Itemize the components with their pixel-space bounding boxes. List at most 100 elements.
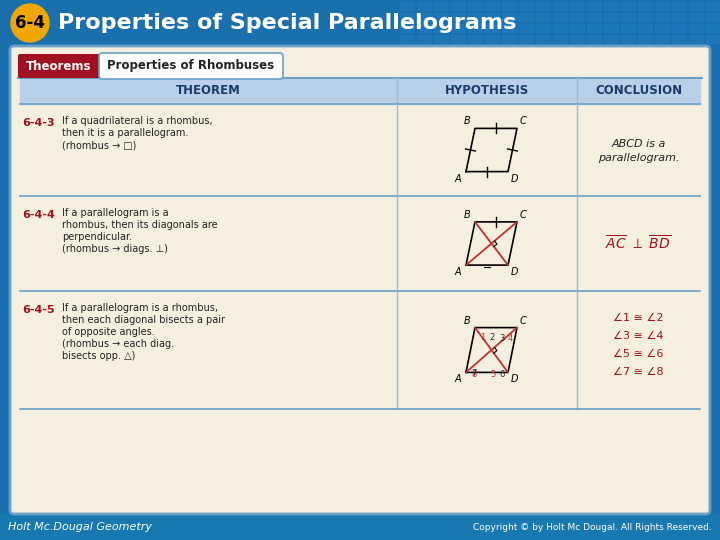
Bar [689, 35, 703, 43]
Bar [638, 2, 652, 10]
Text: C: C [520, 117, 527, 126]
Bar [468, 13, 482, 21]
Text: (rhombus → each diag.: (rhombus → each diag. [62, 339, 174, 349]
Bar [519, 2, 533, 10]
Bar [638, 24, 652, 32]
Bar [638, 13, 652, 21]
Text: 7: 7 [471, 369, 477, 379]
Text: D: D [511, 173, 518, 184]
Text: If a parallelogram is a: If a parallelogram is a [62, 208, 168, 218]
Bar [485, 24, 499, 32]
Bar [502, 2, 516, 10]
Bar [536, 35, 550, 43]
Bar [570, 35, 584, 43]
Bar [706, 2, 720, 10]
Bar [689, 13, 703, 21]
Bar [400, 13, 414, 21]
Text: THEOREM: THEOREM [176, 84, 241, 98]
Bar [587, 2, 601, 10]
Bar [553, 13, 567, 21]
Text: 8: 8 [471, 370, 477, 380]
Bar [672, 2, 686, 10]
Text: A: A [454, 267, 461, 277]
Bar [655, 2, 669, 10]
Bar [621, 24, 635, 32]
Bar [468, 2, 482, 10]
Bar [417, 24, 431, 32]
Bar [434, 2, 448, 10]
Text: 6-4-3: 6-4-3 [22, 118, 55, 128]
Circle shape [11, 4, 49, 42]
Bar [485, 35, 499, 43]
Bar [553, 24, 567, 32]
Text: of opposite angles.: of opposite angles. [62, 327, 155, 337]
Bar [417, 35, 431, 43]
Bar [553, 2, 567, 10]
Bar [0, 0, 720, 46]
Bar [400, 2, 414, 10]
Bar [434, 35, 448, 43]
Text: B: B [463, 117, 470, 126]
Text: CONCLUSION: CONCLUSION [595, 84, 682, 98]
Text: (rhombus → □): (rhombus → □) [62, 140, 136, 150]
Bar [621, 35, 635, 43]
Bar [451, 35, 465, 43]
Bar [689, 2, 703, 10]
Text: B: B [463, 210, 470, 220]
Bar [587, 24, 601, 32]
Text: A: A [454, 173, 461, 184]
Bar [587, 35, 601, 43]
Text: ∠7 ≅ ∠8: ∠7 ≅ ∠8 [613, 367, 664, 377]
Bar [570, 2, 584, 10]
Text: If a parallelogram is a rhombus,: If a parallelogram is a rhombus, [62, 303, 218, 313]
Bar [655, 35, 669, 43]
Bar [553, 35, 567, 43]
Text: ∠3 ≅ ∠4: ∠3 ≅ ∠4 [613, 331, 664, 341]
Text: ∠1 ≅ ∠2: ∠1 ≅ ∠2 [613, 313, 664, 323]
Text: 6-4: 6-4 [15, 14, 45, 32]
Text: Properties of Special Parallelograms: Properties of Special Parallelograms [58, 13, 516, 33]
Bar [468, 24, 482, 32]
Bar [519, 13, 533, 21]
Text: 2: 2 [489, 333, 494, 342]
Bar [638, 35, 652, 43]
Bar [655, 13, 669, 21]
Bar [621, 2, 635, 10]
Text: Theorems: Theorems [26, 59, 91, 72]
Text: A: A [454, 374, 461, 384]
Bar [434, 13, 448, 21]
Bar [604, 13, 618, 21]
Bar [519, 24, 533, 32]
Bar [706, 24, 720, 32]
FancyBboxPatch shape [18, 54, 100, 78]
Bar [536, 13, 550, 21]
Bar [672, 13, 686, 21]
Bar [706, 13, 720, 21]
Text: parallelogram.: parallelogram. [598, 153, 679, 163]
Bar [536, 24, 550, 32]
Bar [519, 35, 533, 43]
Bar [485, 13, 499, 21]
Text: C: C [520, 210, 527, 220]
Text: 6-4-4: 6-4-4 [22, 210, 55, 220]
Text: bisects opp. △): bisects opp. △) [62, 351, 135, 361]
Bar [502, 35, 516, 43]
Bar [536, 2, 550, 10]
Text: D: D [511, 374, 518, 384]
Text: If a quadrilateral is a rhombus,: If a quadrilateral is a rhombus, [62, 116, 212, 126]
Bar [468, 35, 482, 43]
Text: 6-4-5: 6-4-5 [22, 305, 55, 315]
Bar [604, 2, 618, 10]
Text: (rhombus → diags. ⊥): (rhombus → diags. ⊥) [62, 244, 168, 254]
Text: then each diagonal bisects a pair: then each diagonal bisects a pair [62, 315, 225, 325]
Bar [587, 13, 601, 21]
Text: Copyright © by Holt Mc Dougal. All Rights Reserved.: Copyright © by Holt Mc Dougal. All Right… [473, 523, 712, 531]
Bar [655, 24, 669, 32]
Bar [417, 13, 431, 21]
Bar [485, 2, 499, 10]
Bar [400, 35, 414, 43]
Bar [502, 24, 516, 32]
Text: 1: 1 [480, 333, 485, 342]
Bar [570, 24, 584, 32]
Text: C: C [520, 315, 527, 326]
